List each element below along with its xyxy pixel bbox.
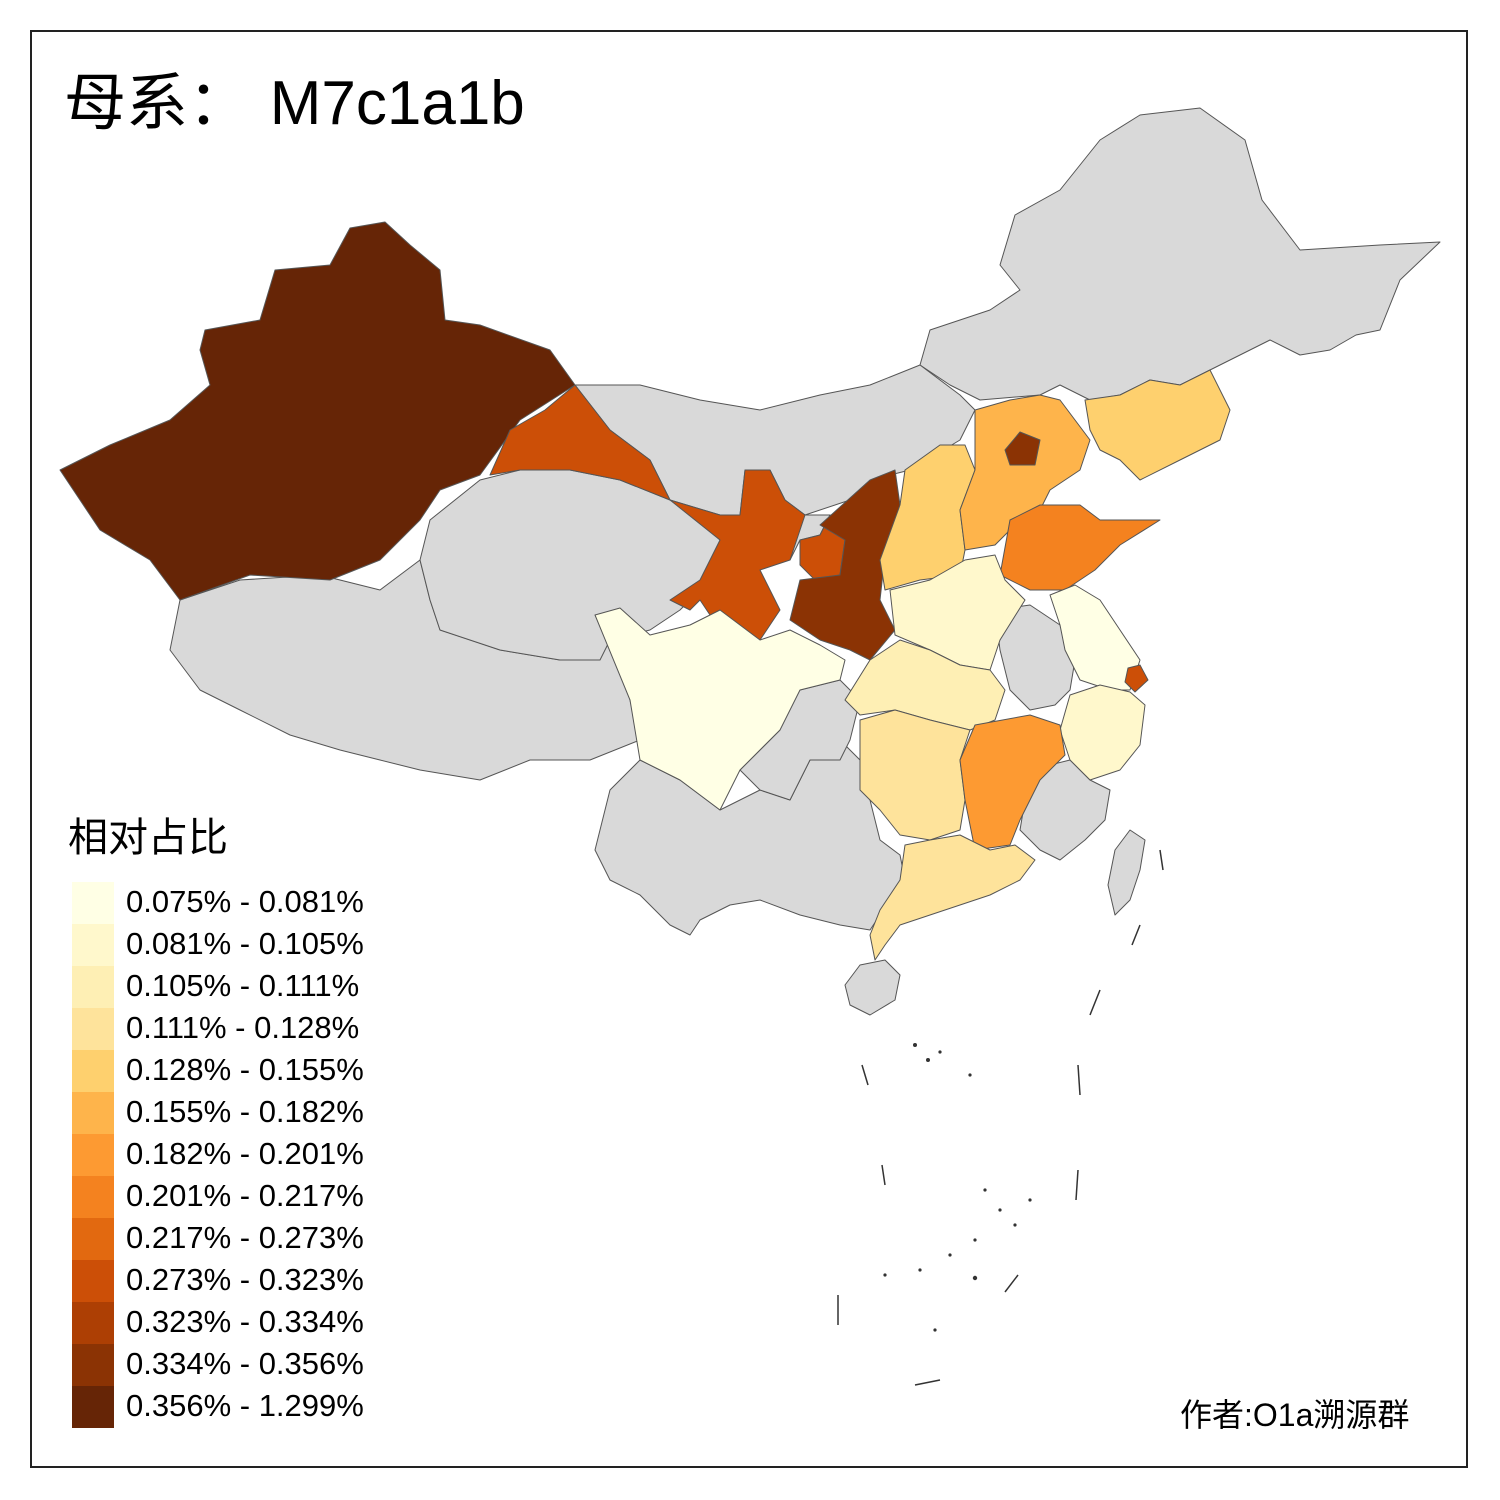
haplogroup-name: M7c1a1b (269, 69, 525, 138)
legend-swatch (72, 1218, 114, 1260)
island-line-2 (881, 1164, 886, 1186)
island-dot (913, 1043, 917, 1047)
island-dot (918, 1268, 922, 1272)
island-dot (926, 1058, 930, 1062)
map-title: 母系： M7c1a1b (64, 72, 525, 135)
island-dot (972, 1275, 978, 1281)
legend-label: 0.323% - 0.334% (126, 1304, 364, 1339)
legend-label: 0.155% - 0.182% (126, 1094, 364, 1129)
island-line-7 (914, 1379, 941, 1386)
region-henan (889, 554, 1026, 671)
legend-label: 0.128% - 0.155% (126, 1052, 364, 1087)
island-line-3 (1077, 1064, 1081, 1096)
island-line-1 (861, 1064, 869, 1086)
south-sea-islands (837, 849, 1164, 1386)
legend-swatch (72, 1008, 114, 1050)
region-shanghai (1124, 664, 1149, 693)
legend-swatch (72, 1050, 114, 1092)
region-xinjiang (59, 221, 576, 601)
legend-label: 0.334% - 0.356% (126, 1346, 364, 1381)
legend-swatch (72, 1302, 114, 1344)
legend-swatch (72, 1344, 114, 1386)
legend-label: 0.081% - 0.105% (126, 926, 364, 961)
region-shandong (999, 504, 1161, 591)
legend-label: 0.111% - 0.128% (126, 1010, 360, 1045)
region-hainan (844, 959, 901, 1016)
island-line-8 (1089, 989, 1101, 1016)
island-dot (1013, 1223, 1017, 1227)
island-dot (983, 1188, 987, 1192)
legend-title: 相对占比 (68, 815, 228, 861)
legend-swatch (72, 1260, 114, 1302)
island-dot (968, 1073, 972, 1077)
region-guangdong (869, 834, 1036, 961)
island-dot (883, 1273, 887, 1277)
legend-label: 0.182% - 0.201% (126, 1136, 364, 1171)
region-anhui (994, 604, 1076, 711)
region-jiangsu (1049, 584, 1141, 691)
data-regions (59, 221, 1231, 961)
island-dot (998, 1208, 1002, 1212)
island-dot (938, 1050, 942, 1054)
region-zhejiang (1059, 684, 1146, 781)
legend-swatch (72, 966, 114, 1008)
legend-label: 0.201% - 0.217% (126, 1178, 364, 1213)
map-frame (30, 30, 1468, 1468)
legend-swatch (72, 1386, 114, 1428)
region-jiangxi (959, 714, 1066, 851)
region-liaoning (1084, 369, 1231, 481)
island-line-5 (1004, 1274, 1019, 1293)
region-hubei (844, 639, 1006, 731)
island-dot (948, 1253, 952, 1257)
author-credit: 作者:O1a溯源群 (1180, 1397, 1410, 1433)
legend-swatch (72, 924, 114, 966)
legend-label: 0.217% - 0.273% (126, 1220, 364, 1255)
legend-swatch (72, 1134, 114, 1176)
legend-label: 0.273% - 0.323% (126, 1262, 364, 1297)
legend-swatch (72, 1176, 114, 1218)
region-sichuan (594, 607, 846, 811)
island-line-4 (1075, 1169, 1079, 1201)
legend-label: 0.075% - 0.081% (126, 884, 364, 919)
legend-swatch (72, 882, 114, 924)
title-prefix: 母系： (64, 66, 251, 139)
legend-swatch (72, 1092, 114, 1134)
island-dot (933, 1328, 937, 1332)
island-line-9 (1131, 924, 1141, 946)
legend-label: 0.356% - 1.299% (126, 1388, 364, 1423)
island-line-10 (1159, 849, 1164, 871)
region-beijing (1004, 431, 1041, 466)
legend-label: 0.105% - 0.111% (126, 968, 360, 1003)
island-dot (973, 1238, 977, 1242)
region-hunan (859, 709, 971, 841)
region-hebei (959, 394, 1091, 551)
island-dots (883, 1043, 1032, 1332)
region-northeast (919, 107, 1441, 401)
island-dot (1028, 1198, 1032, 1202)
region-taiwan (1107, 829, 1146, 916)
